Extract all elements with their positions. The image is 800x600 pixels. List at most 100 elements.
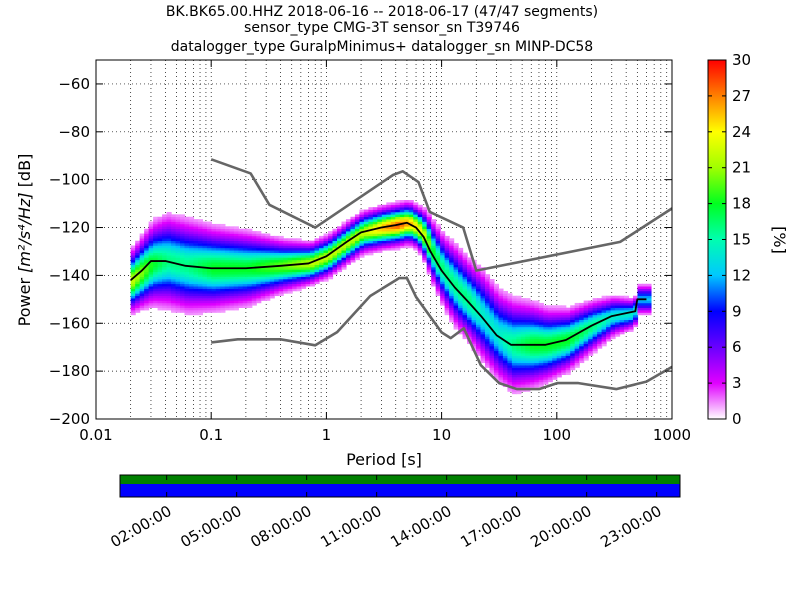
heatmap-cell [529,367,535,371]
heatmap-cell [547,362,553,366]
heatmap-cell [180,305,186,309]
heatmap-cell [480,350,486,354]
heatmap-cell [345,231,352,234]
heatmap-cell [565,310,571,313]
heatmap-cell [467,259,473,263]
heatmap-cell [507,305,513,309]
heatmap-cell [215,259,221,263]
heatmap-cell [498,331,504,335]
heatmap-cell [597,338,603,342]
heatmap-cell [265,295,271,299]
heatmap-cell [444,278,450,282]
heatmap-cell [292,252,298,256]
heatmap-cell [188,231,195,234]
heatmap-cell [197,302,204,306]
heatmap-cell [525,305,531,309]
heatmap-cell [206,247,213,251]
heatmap-cell [449,302,455,306]
heatmap-cell [624,300,630,304]
heatmap-cell [606,298,612,301]
heatmap-cell [162,278,168,282]
heatmap-cell [498,312,504,316]
heatmap-cell [319,262,325,265]
heatmap-cell [592,338,598,342]
heatmap-cell [197,240,204,244]
heatmap-cell [462,322,468,325]
heatmap-cell [296,283,302,287]
heatmap-cell [467,326,473,330]
heatmap-cell [345,255,352,258]
heatmap-cell [538,329,544,332]
heatmap-cell [449,300,455,304]
heatmap-cell [166,235,172,239]
heatmap-cell [350,252,356,256]
heatmap-cell [166,286,172,289]
heatmap-cell [157,267,163,270]
heatmap-cell [453,269,459,273]
heatmap-cell [175,276,181,280]
heatmap-cell [431,243,437,246]
heatmap-cell [449,274,455,277]
heatmap-cell [220,228,226,232]
heatmap-cell [314,274,320,277]
heatmap-cell [583,307,589,311]
heatmap-cell [543,305,549,309]
heatmap-cell [543,336,549,340]
heatmap-cell [296,243,302,246]
heatmap-cell [211,247,217,251]
heatmap-cell [556,329,562,332]
heatmap-cell [130,281,136,285]
heatmap-cell [538,357,544,361]
heatmap-cell [516,367,522,371]
heatmap-cell [458,302,464,306]
heatmap-cell [265,240,271,244]
heatmap-cell [449,286,455,289]
heatmap-cell [417,233,423,237]
heatmap-cell [552,310,558,313]
heatmap-cell [422,245,428,249]
heatmap-cell [377,231,383,234]
heatmap-cell [211,302,217,306]
heatmap-cell [224,298,230,301]
heatmap-cell [597,346,603,349]
heatmap-cell [525,367,531,371]
heatmap-cell [615,298,621,301]
heatmap-cell [637,293,643,297]
heatmap-cell [529,360,535,364]
heatmap-cell [197,286,204,289]
heatmap-cell [247,235,253,239]
heatmap-cell [637,288,643,292]
heatmap-cell [453,298,459,301]
heatmap-cell [588,322,594,325]
heatmap-cell [476,319,482,323]
heatmap-cell [260,240,266,244]
heatmap-cell [256,245,262,249]
heatmap-cell [444,259,450,263]
heatmap-cell [476,276,482,280]
heatmap-cell [336,243,343,246]
heatmap-cell [180,238,186,241]
heatmap-cell [592,302,598,306]
heatmap-cell [413,238,419,241]
heatmap-cell [570,353,576,356]
heatmap-cell [458,324,464,328]
heatmap-cell [520,338,526,342]
heatmap-cell [646,300,652,304]
heatmap-cell [386,245,392,249]
heatmap-cell [211,298,217,301]
heatmap-cell [162,300,168,304]
heatmap-cell [224,307,230,311]
heatmap-cell [224,243,230,246]
heatmap-cell [520,367,526,371]
heatmap-cell [547,338,553,342]
heatmap-cell [462,271,468,275]
heatmap-cell [162,235,168,239]
heatmap-cell [476,278,482,282]
heatmap-cell [301,286,307,289]
heatmap-cell [579,302,585,306]
heatmap-cell [547,360,553,364]
heatmap-cell [256,269,262,273]
heatmap-cell [260,283,266,287]
heatmap-cell [130,312,136,316]
heatmap-cell [476,326,482,330]
